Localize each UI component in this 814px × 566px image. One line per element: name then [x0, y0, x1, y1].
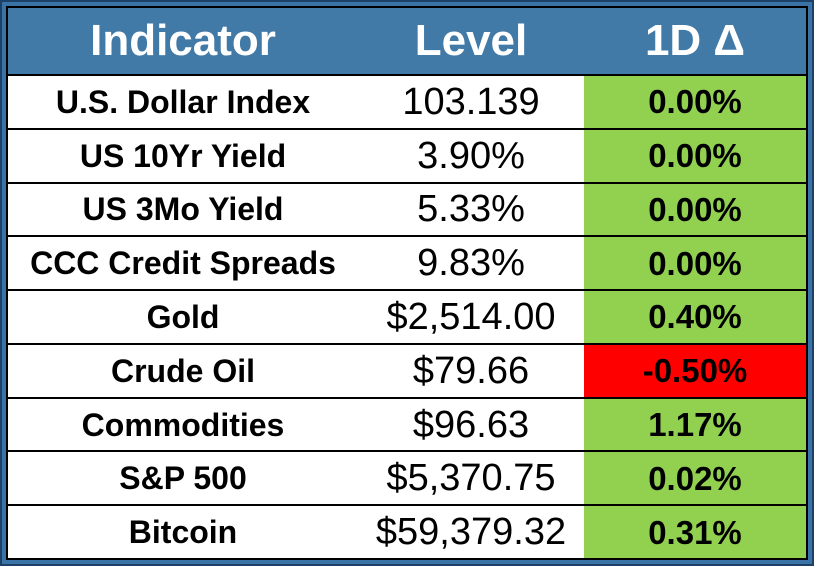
column-header-level: Level: [414, 16, 528, 65]
delta-value: 0.00%: [584, 183, 806, 236]
level-value: 9.83%: [417, 242, 525, 285]
delta-value: 0.31%: [584, 506, 806, 558]
table-header-row: Indicator Level 1D Δ: [8, 8, 806, 74]
indicator-name: Gold: [146, 298, 220, 335]
indicator-name: US 3Mo Yield: [82, 191, 284, 228]
delta-value: 0.00%: [584, 237, 806, 290]
table-row-bitcoin: Bitcoin $59,379.32 0.31%: [8, 504, 806, 558]
delta-value: 0.40%: [584, 291, 806, 343]
level-value: $79.66: [412, 349, 530, 392]
level-value: $2,514.00: [386, 295, 556, 338]
table-row-ccc-credit-spreads: CCC Credit Spreads 9.83% 0.00%: [8, 235, 806, 290]
table-row-us-dollar-index: U.S. Dollar Index 103.139 0.00%: [8, 74, 806, 128]
indicator-name: U.S. Dollar Index: [55, 83, 311, 120]
delta-value: 0.02%: [584, 452, 806, 505]
level-value: 3.90%: [417, 134, 525, 177]
indicator-name: US 10Yr Yield: [79, 137, 287, 174]
level-value: $96.63: [412, 403, 530, 446]
level-value: $59,379.32: [375, 511, 567, 554]
indicator-name: Crude Oil: [110, 352, 255, 389]
indicator-name: CCC Credit Spreads: [30, 245, 336, 282]
indicator-name: Commodities: [81, 406, 285, 443]
table-row-commodities: Commodities $96.63 1.17%: [8, 396, 806, 451]
column-header-indicator: Indicator: [90, 16, 276, 65]
indicator-name: Bitcoin: [128, 514, 238, 551]
table-row-us-3mo-yield: US 3Mo Yield 5.33% 0.00%: [8, 181, 806, 236]
delta-value: 1.17%: [584, 398, 806, 451]
table-grid: Indicator Level 1D Δ U.S. Dollar Index 1…: [6, 6, 808, 560]
table-row-gold: Gold $2,514.00 0.40%: [8, 289, 806, 343]
table-row-crude-oil: Crude Oil $79.66 -0.50%: [8, 342, 806, 397]
level-value: $5,370.75: [386, 457, 556, 500]
level-value: 103.139: [402, 80, 540, 123]
delta-value: 0.00%: [584, 76, 806, 128]
indicator-name: S&P 500: [119, 460, 247, 497]
table-row-us-10yr-yield: US 10Yr Yield 3.90% 0.00%: [8, 127, 806, 182]
level-value: 5.33%: [417, 188, 525, 231]
delta-value: -0.50%: [584, 344, 806, 397]
column-header-1d-delta: 1D Δ: [644, 16, 746, 65]
delta-value: 0.00%: [584, 129, 806, 182]
table-row-sp-500: S&P 500 $5,370.75 0.02%: [8, 450, 806, 505]
